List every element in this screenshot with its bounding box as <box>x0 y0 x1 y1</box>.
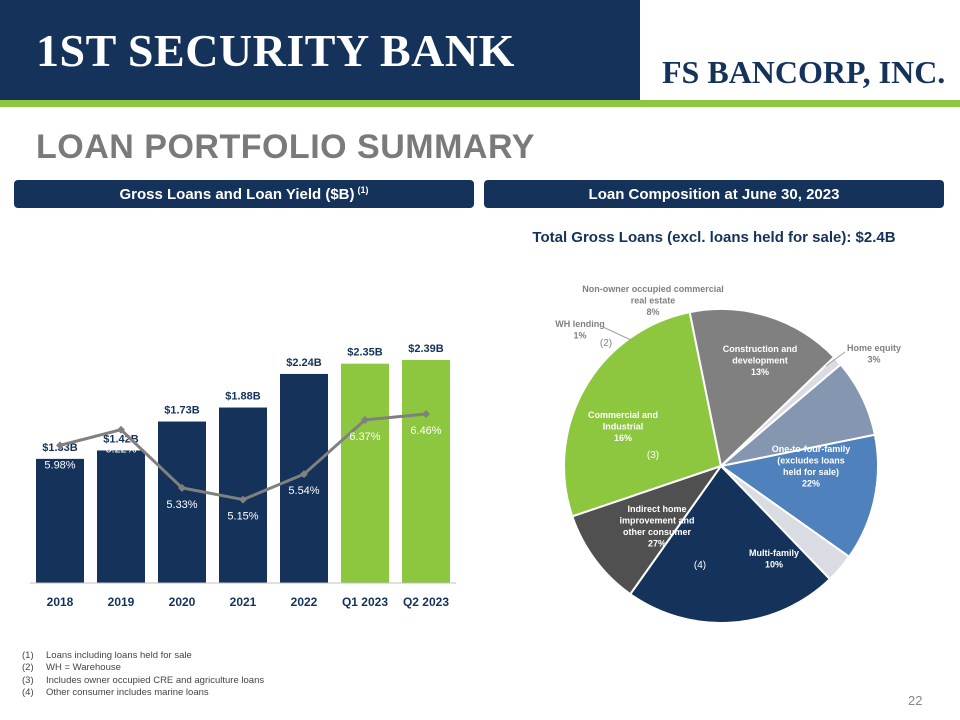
x-tick-label: Q1 2023 <box>342 595 388 609</box>
loan-yield-label: 5.54% <box>288 485 319 497</box>
right-panel-header: Loan Composition at June 30, 2023 <box>484 180 944 208</box>
loan-yield-label: 6.46% <box>410 425 441 437</box>
pie-slice-note: (3) <box>647 450 659 461</box>
bar-value-label: $1.88B <box>225 391 261 403</box>
bar <box>402 359 450 583</box>
loan-yield-marker <box>361 415 369 424</box>
pie-slice-label: Construction and development 13% <box>723 344 798 377</box>
bancorp-logo: FS BANCORP, INC. <box>662 54 946 90</box>
x-tick-label: 2019 <box>108 595 135 609</box>
bank-logo: 1ST SECURITY BANK <box>36 25 515 76</box>
pie-slice-label: WH lending 1% <box>555 319 605 341</box>
loan-yield-label: 5.15% <box>227 511 258 523</box>
bar-value-label: $2.35B <box>347 347 383 359</box>
left-panel-footnote-ref: (1) <box>357 185 369 195</box>
bar <box>158 421 206 583</box>
pie-slice <box>563 310 723 518</box>
bar <box>280 373 328 583</box>
loan-yield-label: 5.98% <box>44 459 75 471</box>
page-title: LOAN PORTFOLIO SUMMARY <box>36 128 535 166</box>
header-band <box>0 0 640 100</box>
pie-slice-note: (2) <box>600 338 612 349</box>
pie-slice-label: One-to-four-family (excludes loans held fo… <box>772 444 851 489</box>
x-tick-label: 2018 <box>47 595 74 609</box>
pie-slice <box>720 363 877 467</box>
bar-value-label: $2.39B <box>408 343 444 355</box>
pie-slice-label: Non-owner occupied commercial real estate… <box>582 284 724 317</box>
leader-line <box>602 326 632 341</box>
loan-yield-marker <box>239 495 247 504</box>
pie-slice-note: (4) <box>694 560 706 571</box>
x-tick-label: 2020 <box>169 595 196 609</box>
loan-yield-marker <box>178 483 186 492</box>
footnotes: (1) Loans including loans held for sale (… <box>22 650 264 699</box>
footnote: (4) Other consumer includes marine loans <box>22 686 209 698</box>
leader-line <box>825 351 846 367</box>
left-panel-title: Gross Loans and Loan Yield ($B) <box>119 185 355 203</box>
pie-slice <box>718 433 879 559</box>
footnote: (3) Includes owner occupied CRE and agric… <box>22 674 265 686</box>
loan-yield-marker <box>56 441 64 450</box>
loan-yield-label: 6.22% <box>105 444 136 456</box>
bar-value-label: $2.24B <box>286 357 322 369</box>
left-panel-header: Gross Loans and Loan Yield ($B) (1) <box>14 180 474 208</box>
gross-loans-bar-chart: $1.33B2018$1.42B2019$1.73B2020$1.88B2021… <box>30 343 456 609</box>
page-number: 22 <box>908 693 923 708</box>
loan-yield-marker <box>117 425 125 434</box>
loan-yield-marker <box>422 410 430 419</box>
pie-slice-label: Commercial and Industrial 16% <box>588 410 658 443</box>
footnote: (1) Loans including loans held for sale <box>22 650 192 661</box>
bar-value-label: $1.73B <box>164 405 200 417</box>
pie-slice <box>571 464 724 596</box>
right-panel-title: Loan Composition at June 30, 2023 <box>588 185 840 203</box>
loan-yield-marker <box>300 470 308 479</box>
x-tick-label: Q2 2023 <box>403 595 449 609</box>
total-gross-loans-text: Total Gross Loans (excl. loans held for … <box>532 229 896 246</box>
bar <box>97 450 145 583</box>
pie-slice <box>688 308 836 468</box>
green-stripe <box>0 100 960 107</box>
bar <box>341 363 389 583</box>
pie-slice-label: Multi-family 10% <box>749 548 799 570</box>
footnote: (2) WH = Warehouse <box>22 662 121 674</box>
loan-yield-label: 6.37% <box>349 431 380 443</box>
pie-slice-label: Home equity 3% <box>847 343 901 365</box>
loan-composition-pie-chart: Construction and development 13% Home equit… <box>555 284 901 624</box>
x-tick-label: 2022 <box>291 595 318 609</box>
pie-slice-label: Indirect home improvement and other consum… <box>619 504 694 549</box>
loan-yield-label: 5.33% <box>166 499 197 511</box>
x-tick-label: 2021 <box>230 595 257 609</box>
pie-slice <box>628 464 832 624</box>
bar <box>36 458 84 583</box>
